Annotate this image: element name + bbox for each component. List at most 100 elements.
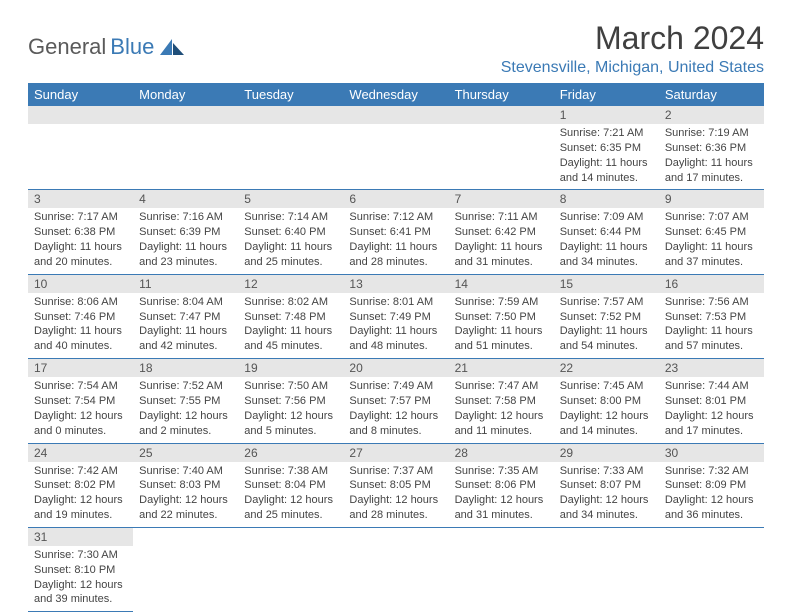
month-title: March 2024 <box>501 20 764 57</box>
calendar-week-row: 17Sunrise: 7:54 AMSunset: 7:54 PMDayligh… <box>28 359 764 443</box>
day-number: 10 <box>28 275 133 293</box>
day-number: 27 <box>343 444 448 462</box>
day-number <box>133 106 238 124</box>
day-details: Sunrise: 7:38 AMSunset: 8:04 PMDaylight:… <box>238 462 343 527</box>
day-number: 29 <box>554 444 659 462</box>
calendar-week-row: 24Sunrise: 7:42 AMSunset: 8:02 PMDayligh… <box>28 443 764 527</box>
calendar-day-cell <box>554 527 659 611</box>
day-number: 25 <box>133 444 238 462</box>
day-header: Saturday <box>659 83 764 106</box>
day-header: Tuesday <box>238 83 343 106</box>
location-text: Stevensville, Michigan, United States <box>501 59 764 77</box>
day-details: Sunrise: 8:06 AMSunset: 7:46 PMDaylight:… <box>28 293 133 358</box>
day-number: 9 <box>659 190 764 208</box>
calendar-day-cell <box>343 106 448 190</box>
calendar-day-cell: 9Sunrise: 7:07 AMSunset: 6:45 PMDaylight… <box>659 190 764 274</box>
day-number <box>238 528 343 546</box>
day-number: 1 <box>554 106 659 124</box>
calendar-day-cell: 24Sunrise: 7:42 AMSunset: 8:02 PMDayligh… <box>28 443 133 527</box>
calendar-day-cell: 11Sunrise: 8:04 AMSunset: 7:47 PMDayligh… <box>133 274 238 358</box>
header: GeneralBlue March 2024 Stevensville, Mic… <box>28 20 764 77</box>
calendar-day-cell <box>343 527 448 611</box>
calendar-day-cell <box>238 527 343 611</box>
calendar-day-cell: 21Sunrise: 7:47 AMSunset: 7:58 PMDayligh… <box>449 359 554 443</box>
day-details: Sunrise: 7:47 AMSunset: 7:58 PMDaylight:… <box>449 377 554 442</box>
day-details: Sunrise: 7:57 AMSunset: 7:52 PMDaylight:… <box>554 293 659 358</box>
calendar-day-cell: 22Sunrise: 7:45 AMSunset: 8:00 PMDayligh… <box>554 359 659 443</box>
calendar-day-cell: 25Sunrise: 7:40 AMSunset: 8:03 PMDayligh… <box>133 443 238 527</box>
calendar-day-cell: 19Sunrise: 7:50 AMSunset: 7:56 PMDayligh… <box>238 359 343 443</box>
day-number: 13 <box>343 275 448 293</box>
day-number <box>133 528 238 546</box>
day-number: 23 <box>659 359 764 377</box>
day-details: Sunrise: 7:21 AMSunset: 6:35 PMDaylight:… <box>554 124 659 189</box>
day-details: Sunrise: 7:09 AMSunset: 6:44 PMDaylight:… <box>554 208 659 273</box>
day-number <box>659 528 764 546</box>
day-header: Sunday <box>28 83 133 106</box>
day-number <box>28 106 133 124</box>
day-details: Sunrise: 7:54 AMSunset: 7:54 PMDaylight:… <box>28 377 133 442</box>
day-number <box>449 106 554 124</box>
day-number: 20 <box>343 359 448 377</box>
day-number: 28 <box>449 444 554 462</box>
day-details: Sunrise: 7:33 AMSunset: 8:07 PMDaylight:… <box>554 462 659 527</box>
day-header-row: SundayMondayTuesdayWednesdayThursdayFrid… <box>28 83 764 106</box>
day-header: Thursday <box>449 83 554 106</box>
calendar-day-cell: 26Sunrise: 7:38 AMSunset: 8:04 PMDayligh… <box>238 443 343 527</box>
day-details: Sunrise: 7:42 AMSunset: 8:02 PMDaylight:… <box>28 462 133 527</box>
logo-text-general: General <box>28 34 106 60</box>
day-number: 21 <box>449 359 554 377</box>
calendar-day-cell: 20Sunrise: 7:49 AMSunset: 7:57 PMDayligh… <box>343 359 448 443</box>
day-header: Monday <box>133 83 238 106</box>
calendar-day-cell: 27Sunrise: 7:37 AMSunset: 8:05 PMDayligh… <box>343 443 448 527</box>
day-details: Sunrise: 7:16 AMSunset: 6:39 PMDaylight:… <box>133 208 238 273</box>
logo-sail-icon <box>158 37 186 57</box>
calendar-day-cell: 29Sunrise: 7:33 AMSunset: 8:07 PMDayligh… <box>554 443 659 527</box>
calendar-day-cell <box>133 527 238 611</box>
day-details: Sunrise: 7:14 AMSunset: 6:40 PMDaylight:… <box>238 208 343 273</box>
day-details: Sunrise: 8:01 AMSunset: 7:49 PMDaylight:… <box>343 293 448 358</box>
day-number: 24 <box>28 444 133 462</box>
day-number: 7 <box>449 190 554 208</box>
day-number: 5 <box>238 190 343 208</box>
day-header: Wednesday <box>343 83 448 106</box>
day-details: Sunrise: 7:17 AMSunset: 6:38 PMDaylight:… <box>28 208 133 273</box>
day-number: 2 <box>659 106 764 124</box>
day-number <box>449 528 554 546</box>
day-number: 11 <box>133 275 238 293</box>
day-number: 12 <box>238 275 343 293</box>
calendar-day-cell: 12Sunrise: 8:02 AMSunset: 7:48 PMDayligh… <box>238 274 343 358</box>
calendar-day-cell: 28Sunrise: 7:35 AMSunset: 8:06 PMDayligh… <box>449 443 554 527</box>
day-header: Friday <box>554 83 659 106</box>
day-details: Sunrise: 7:52 AMSunset: 7:55 PMDaylight:… <box>133 377 238 442</box>
day-number: 17 <box>28 359 133 377</box>
calendar-day-cell: 15Sunrise: 7:57 AMSunset: 7:52 PMDayligh… <box>554 274 659 358</box>
calendar-day-cell: 13Sunrise: 8:01 AMSunset: 7:49 PMDayligh… <box>343 274 448 358</box>
day-details: Sunrise: 7:45 AMSunset: 8:00 PMDaylight:… <box>554 377 659 442</box>
calendar-table: SundayMondayTuesdayWednesdayThursdayFrid… <box>28 83 764 612</box>
calendar-week-row: 3Sunrise: 7:17 AMSunset: 6:38 PMDaylight… <box>28 190 764 274</box>
day-details: Sunrise: 7:59 AMSunset: 7:50 PMDaylight:… <box>449 293 554 358</box>
logo: GeneralBlue <box>28 34 186 60</box>
day-details: Sunrise: 7:44 AMSunset: 8:01 PMDaylight:… <box>659 377 764 442</box>
calendar-day-cell: 4Sunrise: 7:16 AMSunset: 6:39 PMDaylight… <box>133 190 238 274</box>
calendar-day-cell <box>238 106 343 190</box>
calendar-day-cell: 16Sunrise: 7:56 AMSunset: 7:53 PMDayligh… <box>659 274 764 358</box>
calendar-day-cell: 5Sunrise: 7:14 AMSunset: 6:40 PMDaylight… <box>238 190 343 274</box>
day-details: Sunrise: 7:56 AMSunset: 7:53 PMDaylight:… <box>659 293 764 358</box>
day-number: 22 <box>554 359 659 377</box>
calendar-day-cell <box>659 527 764 611</box>
day-number: 15 <box>554 275 659 293</box>
day-details: Sunrise: 7:11 AMSunset: 6:42 PMDaylight:… <box>449 208 554 273</box>
calendar-day-cell: 18Sunrise: 7:52 AMSunset: 7:55 PMDayligh… <box>133 359 238 443</box>
day-number: 31 <box>28 528 133 546</box>
calendar-day-cell: 7Sunrise: 7:11 AMSunset: 6:42 PMDaylight… <box>449 190 554 274</box>
calendar-day-cell: 1Sunrise: 7:21 AMSunset: 6:35 PMDaylight… <box>554 106 659 190</box>
calendar-day-cell: 10Sunrise: 8:06 AMSunset: 7:46 PMDayligh… <box>28 274 133 358</box>
day-number: 8 <box>554 190 659 208</box>
day-number <box>343 106 448 124</box>
day-details: Sunrise: 8:02 AMSunset: 7:48 PMDaylight:… <box>238 293 343 358</box>
day-details: Sunrise: 7:40 AMSunset: 8:03 PMDaylight:… <box>133 462 238 527</box>
day-details: Sunrise: 7:12 AMSunset: 6:41 PMDaylight:… <box>343 208 448 273</box>
calendar-body: 1Sunrise: 7:21 AMSunset: 6:35 PMDaylight… <box>28 106 764 612</box>
